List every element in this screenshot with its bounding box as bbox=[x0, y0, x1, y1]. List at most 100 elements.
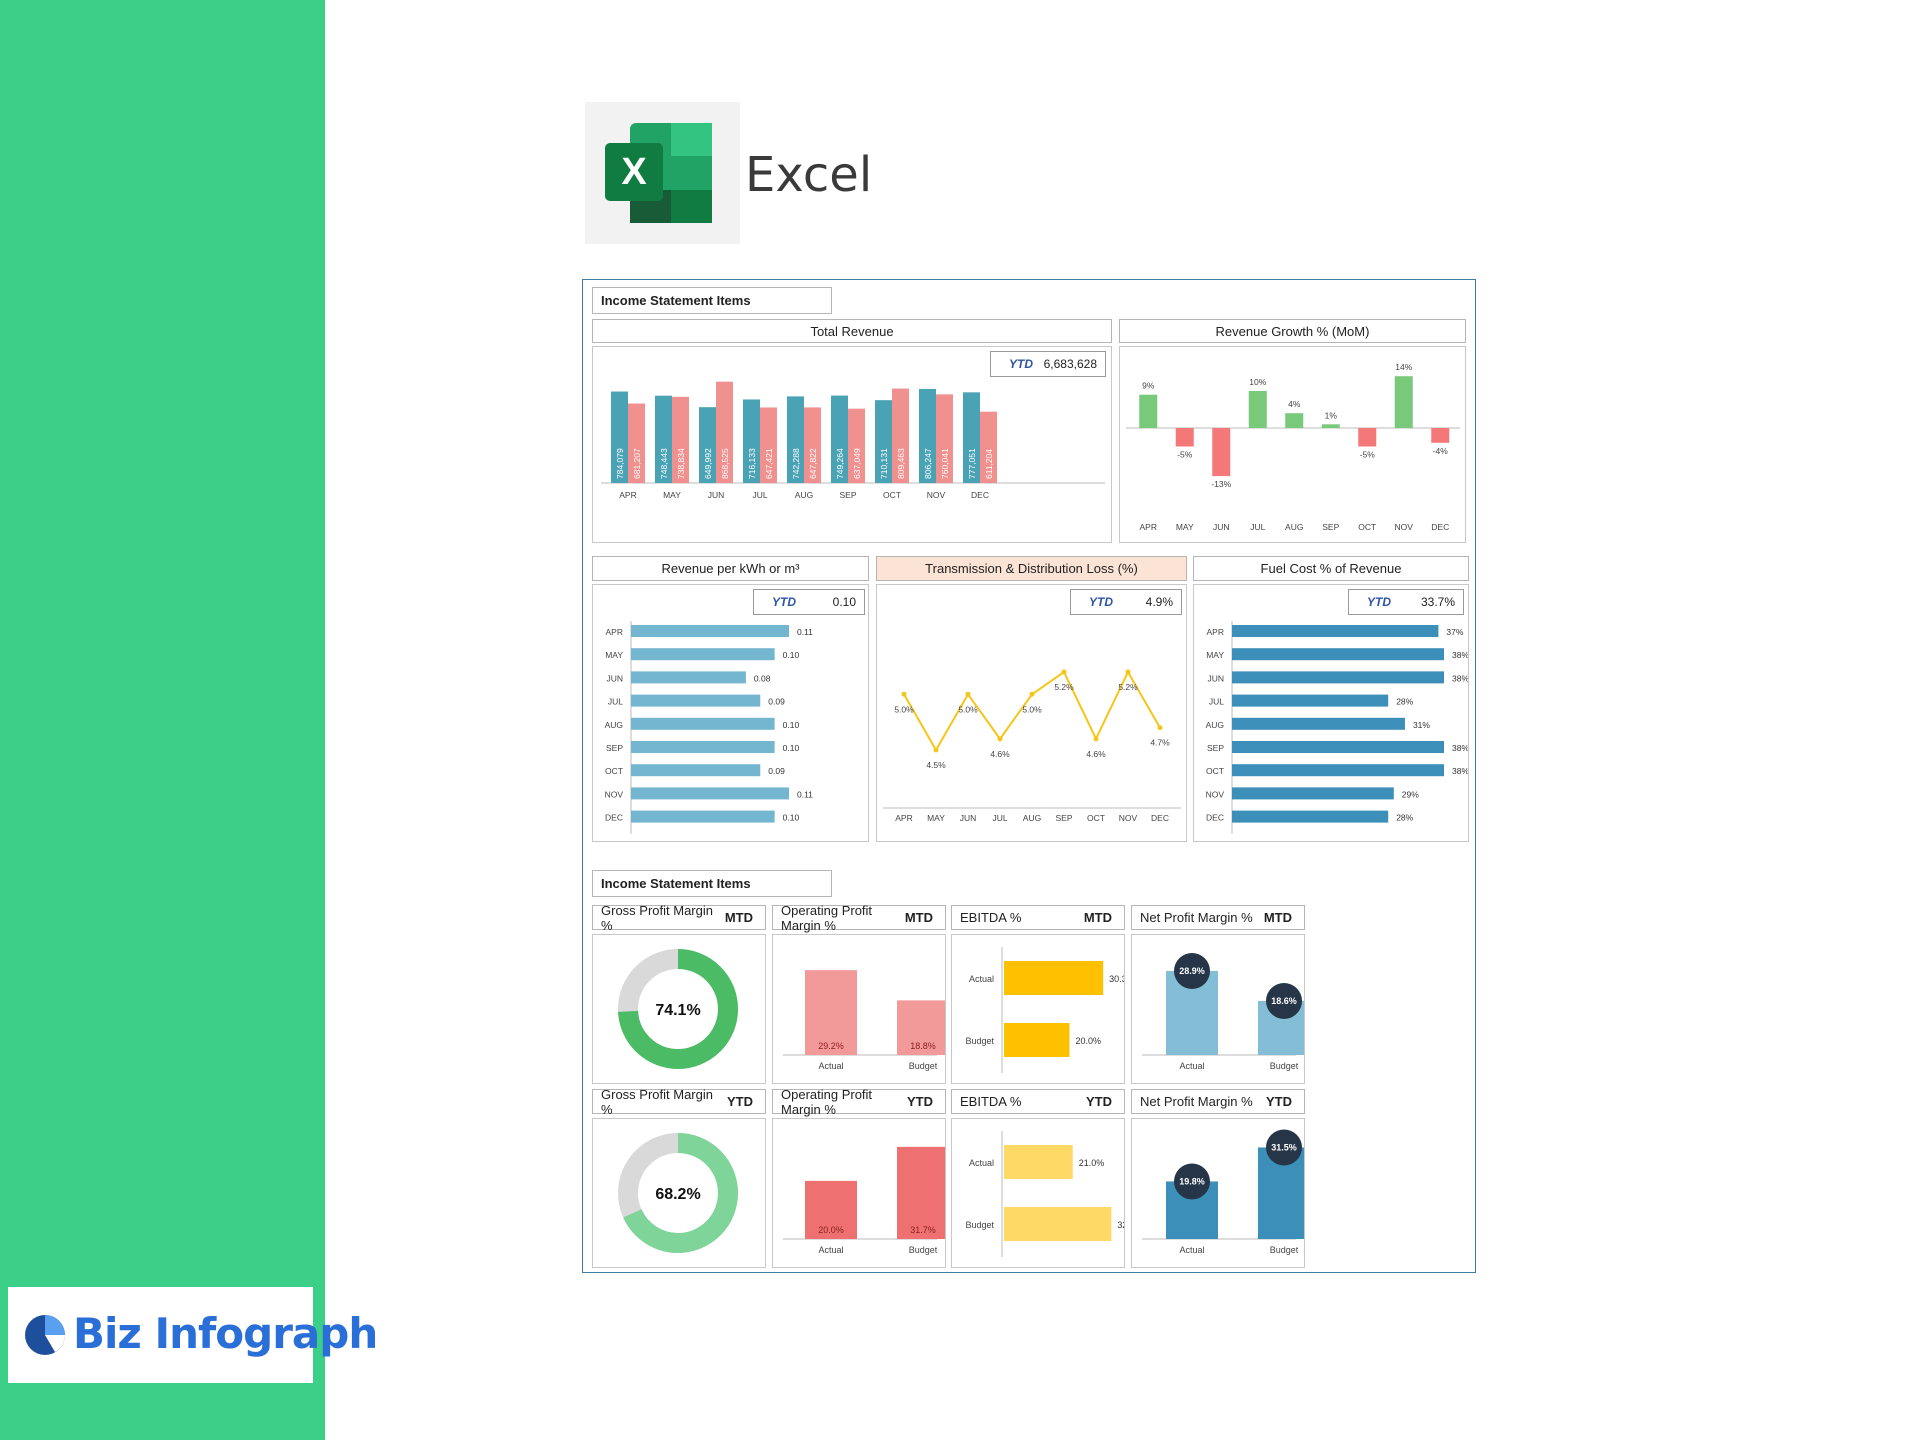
x-tick-label: APR bbox=[619, 490, 636, 500]
kpi-title: Net Profit Margin % MTD bbox=[1131, 905, 1305, 930]
kpi-title: Operating Profit Margin % MTD bbox=[772, 902, 946, 933]
loss-point bbox=[997, 736, 1003, 742]
kpi-panel: 74.1% bbox=[592, 934, 766, 1084]
y-tick-label: NOV bbox=[1206, 789, 1225, 799]
growth-bar bbox=[1358, 428, 1377, 447]
x-tick-label: APR bbox=[895, 813, 912, 823]
biz-infograph-wordmark: Biz Infograph bbox=[73, 1309, 378, 1358]
revenue-bar-label: 760,041 bbox=[940, 448, 950, 479]
revenue-per-kwh-chart: APR 0.11 MAY 0.10 JUN 0.08 JUL 0.09 AUG 0.10 SEP 0.… bbox=[605, 621, 813, 834]
total-revenue-ytd: YTD 6,683,628 bbox=[990, 351, 1106, 377]
total-revenue-title: Total Revenue bbox=[592, 319, 1112, 343]
hbar-value-label: 0.11 bbox=[797, 627, 813, 637]
biz-infograph-logo: Biz Infograph bbox=[8, 1287, 378, 1383]
revenue-per-kwh-ytd: YTD 0.10 bbox=[753, 589, 865, 615]
revenue-bar bbox=[699, 407, 716, 483]
loss-value-label: 5.0% bbox=[1022, 704, 1042, 714]
x-tick-label: Budget bbox=[1270, 1245, 1299, 1255]
hbar bbox=[1232, 694, 1389, 707]
kpi-value-bubble bbox=[1266, 982, 1302, 1019]
revenue-bar bbox=[655, 395, 672, 483]
x-tick-label: JUN bbox=[960, 813, 977, 823]
hbar bbox=[1232, 787, 1394, 800]
revenue-bar bbox=[919, 388, 936, 483]
kpi-bar bbox=[897, 1000, 949, 1055]
hbar-value-label: 29% bbox=[1402, 789, 1419, 799]
hbar-value-label: 0.08 bbox=[754, 673, 771, 683]
revenue-bar-label: 748,443 bbox=[659, 448, 669, 479]
revenue-bar bbox=[875, 400, 892, 483]
revenue-bar-label: 806,247 bbox=[923, 448, 933, 479]
fuel-cost-panel: YTD 33.7% APR 37% MAY 38% JUN 38% JUL 28% AUG 31%… bbox=[1193, 584, 1469, 842]
y-tick-label: DEC bbox=[1206, 813, 1224, 823]
donut-fill bbox=[618, 1133, 738, 1253]
revenue-bar-label: 777,051 bbox=[967, 448, 977, 479]
x-tick-label: APR bbox=[1140, 522, 1157, 532]
kpi-period: MTD bbox=[1083, 910, 1112, 925]
x-tick-label: DEC bbox=[1431, 522, 1449, 532]
kpi-value-bubble bbox=[1174, 1163, 1210, 1200]
kpi-bar-label: 28.9% bbox=[1179, 966, 1205, 976]
y-tick-label: JUL bbox=[608, 697, 623, 707]
kpi-chart: Actual 30.3% Budget 20.0% bbox=[965, 947, 1135, 1073]
kpi-title: EBITDA % YTD bbox=[951, 1089, 1125, 1114]
x-tick-label: AUG bbox=[1023, 813, 1041, 823]
dashboard: Income Statement Items Total Revenue Rev… bbox=[582, 279, 1476, 1273]
growth-value-label: -5% bbox=[1177, 450, 1193, 460]
kpi-period: YTD bbox=[907, 1094, 933, 1109]
hbar-value-label: 31% bbox=[1413, 720, 1430, 730]
x-tick-label: JUL bbox=[992, 813, 1007, 823]
kpi-panel: Actual 30.3% Budget 20.0% bbox=[951, 934, 1135, 1084]
fuel-cost-ytd: YTD 33.7% bbox=[1348, 589, 1464, 615]
growth-value-label: 1% bbox=[1325, 410, 1338, 420]
kpi-bar-label: 31.7% bbox=[910, 1225, 936, 1235]
revenue-growth-title: Revenue Growth % (MoM) bbox=[1119, 319, 1466, 343]
y-tick-label: Actual bbox=[969, 974, 994, 984]
kpi-title-text: Net Profit Margin % bbox=[1140, 1094, 1253, 1109]
kpi-panel: 68.2% bbox=[592, 1118, 766, 1268]
kpi-panel: 19.8% Actual 31.5% Budget bbox=[1131, 1118, 1310, 1268]
kpi-bar-label: 18.8% bbox=[910, 1041, 936, 1051]
revenue-bar bbox=[804, 407, 821, 483]
revenue-bar bbox=[980, 411, 997, 483]
x-tick-label: SEP bbox=[1055, 813, 1072, 823]
y-tick-label: AUG bbox=[605, 720, 623, 730]
hbar-value-label: 38% bbox=[1452, 766, 1468, 776]
kpi-period: YTD bbox=[727, 1094, 753, 1109]
kpi-hbar bbox=[1004, 1023, 1070, 1057]
excel-logo-tile: X bbox=[585, 102, 740, 244]
kpi-title-text: Operating Profit Margin % bbox=[781, 902, 873, 933]
x-tick-label: Actual bbox=[818, 1245, 843, 1255]
y-tick-label: JUN bbox=[1207, 673, 1224, 683]
y-tick-label: SEP bbox=[1207, 743, 1224, 753]
growth-value-label: -13% bbox=[1211, 479, 1231, 489]
left-sidebar: Biz Infograph bbox=[0, 0, 378, 1440]
kpi-title-text: Gross Profit Margin % bbox=[601, 902, 713, 933]
loss-value-label: 4.6% bbox=[1086, 749, 1106, 759]
growth-bar bbox=[1212, 428, 1231, 477]
x-tick-label: AUG bbox=[1285, 522, 1303, 532]
revenue-bar-label: 647,421 bbox=[764, 448, 774, 479]
x-tick-label: OCT bbox=[883, 490, 901, 500]
y-tick-label: OCT bbox=[605, 766, 623, 776]
kpi-chart: 68.2% bbox=[618, 1133, 738, 1253]
fuel-cost-chart: APR 37% MAY 38% JUN 38% JUL 28% AUG 31% SEP 38% OCT 3… bbox=[1206, 621, 1468, 834]
y-tick-label: APR bbox=[606, 627, 623, 637]
y-tick-label: AUG bbox=[1206, 720, 1224, 730]
kpi-bar-label: 29.2% bbox=[818, 1041, 844, 1051]
revenue-bar bbox=[716, 381, 733, 483]
total-revenue-chart: 784,079 681,207 APR 748,443 738,834 MAY 649,99… bbox=[601, 381, 1105, 500]
hbar bbox=[631, 671, 746, 684]
kpi-chart: 28.9% Actual 18.6% Budget bbox=[1142, 953, 1310, 1071]
revenue-bar bbox=[787, 396, 804, 483]
ytd-label: YTD bbox=[1089, 595, 1113, 609]
revenue-bar bbox=[892, 388, 909, 483]
y-tick-label: DEC bbox=[605, 813, 623, 823]
y-tick-label: JUN bbox=[606, 673, 623, 683]
y-tick-label: NOV bbox=[605, 789, 624, 799]
kpi-title: Operating Profit Margin % YTD bbox=[772, 1087, 946, 1117]
hbar-value-label: 28% bbox=[1396, 813, 1413, 823]
kpi-title-text: EBITDA % bbox=[960, 1094, 1022, 1109]
y-tick-label: MAY bbox=[1206, 650, 1224, 660]
td-loss-title: Transmission & Distribution Loss (%) bbox=[876, 556, 1187, 581]
